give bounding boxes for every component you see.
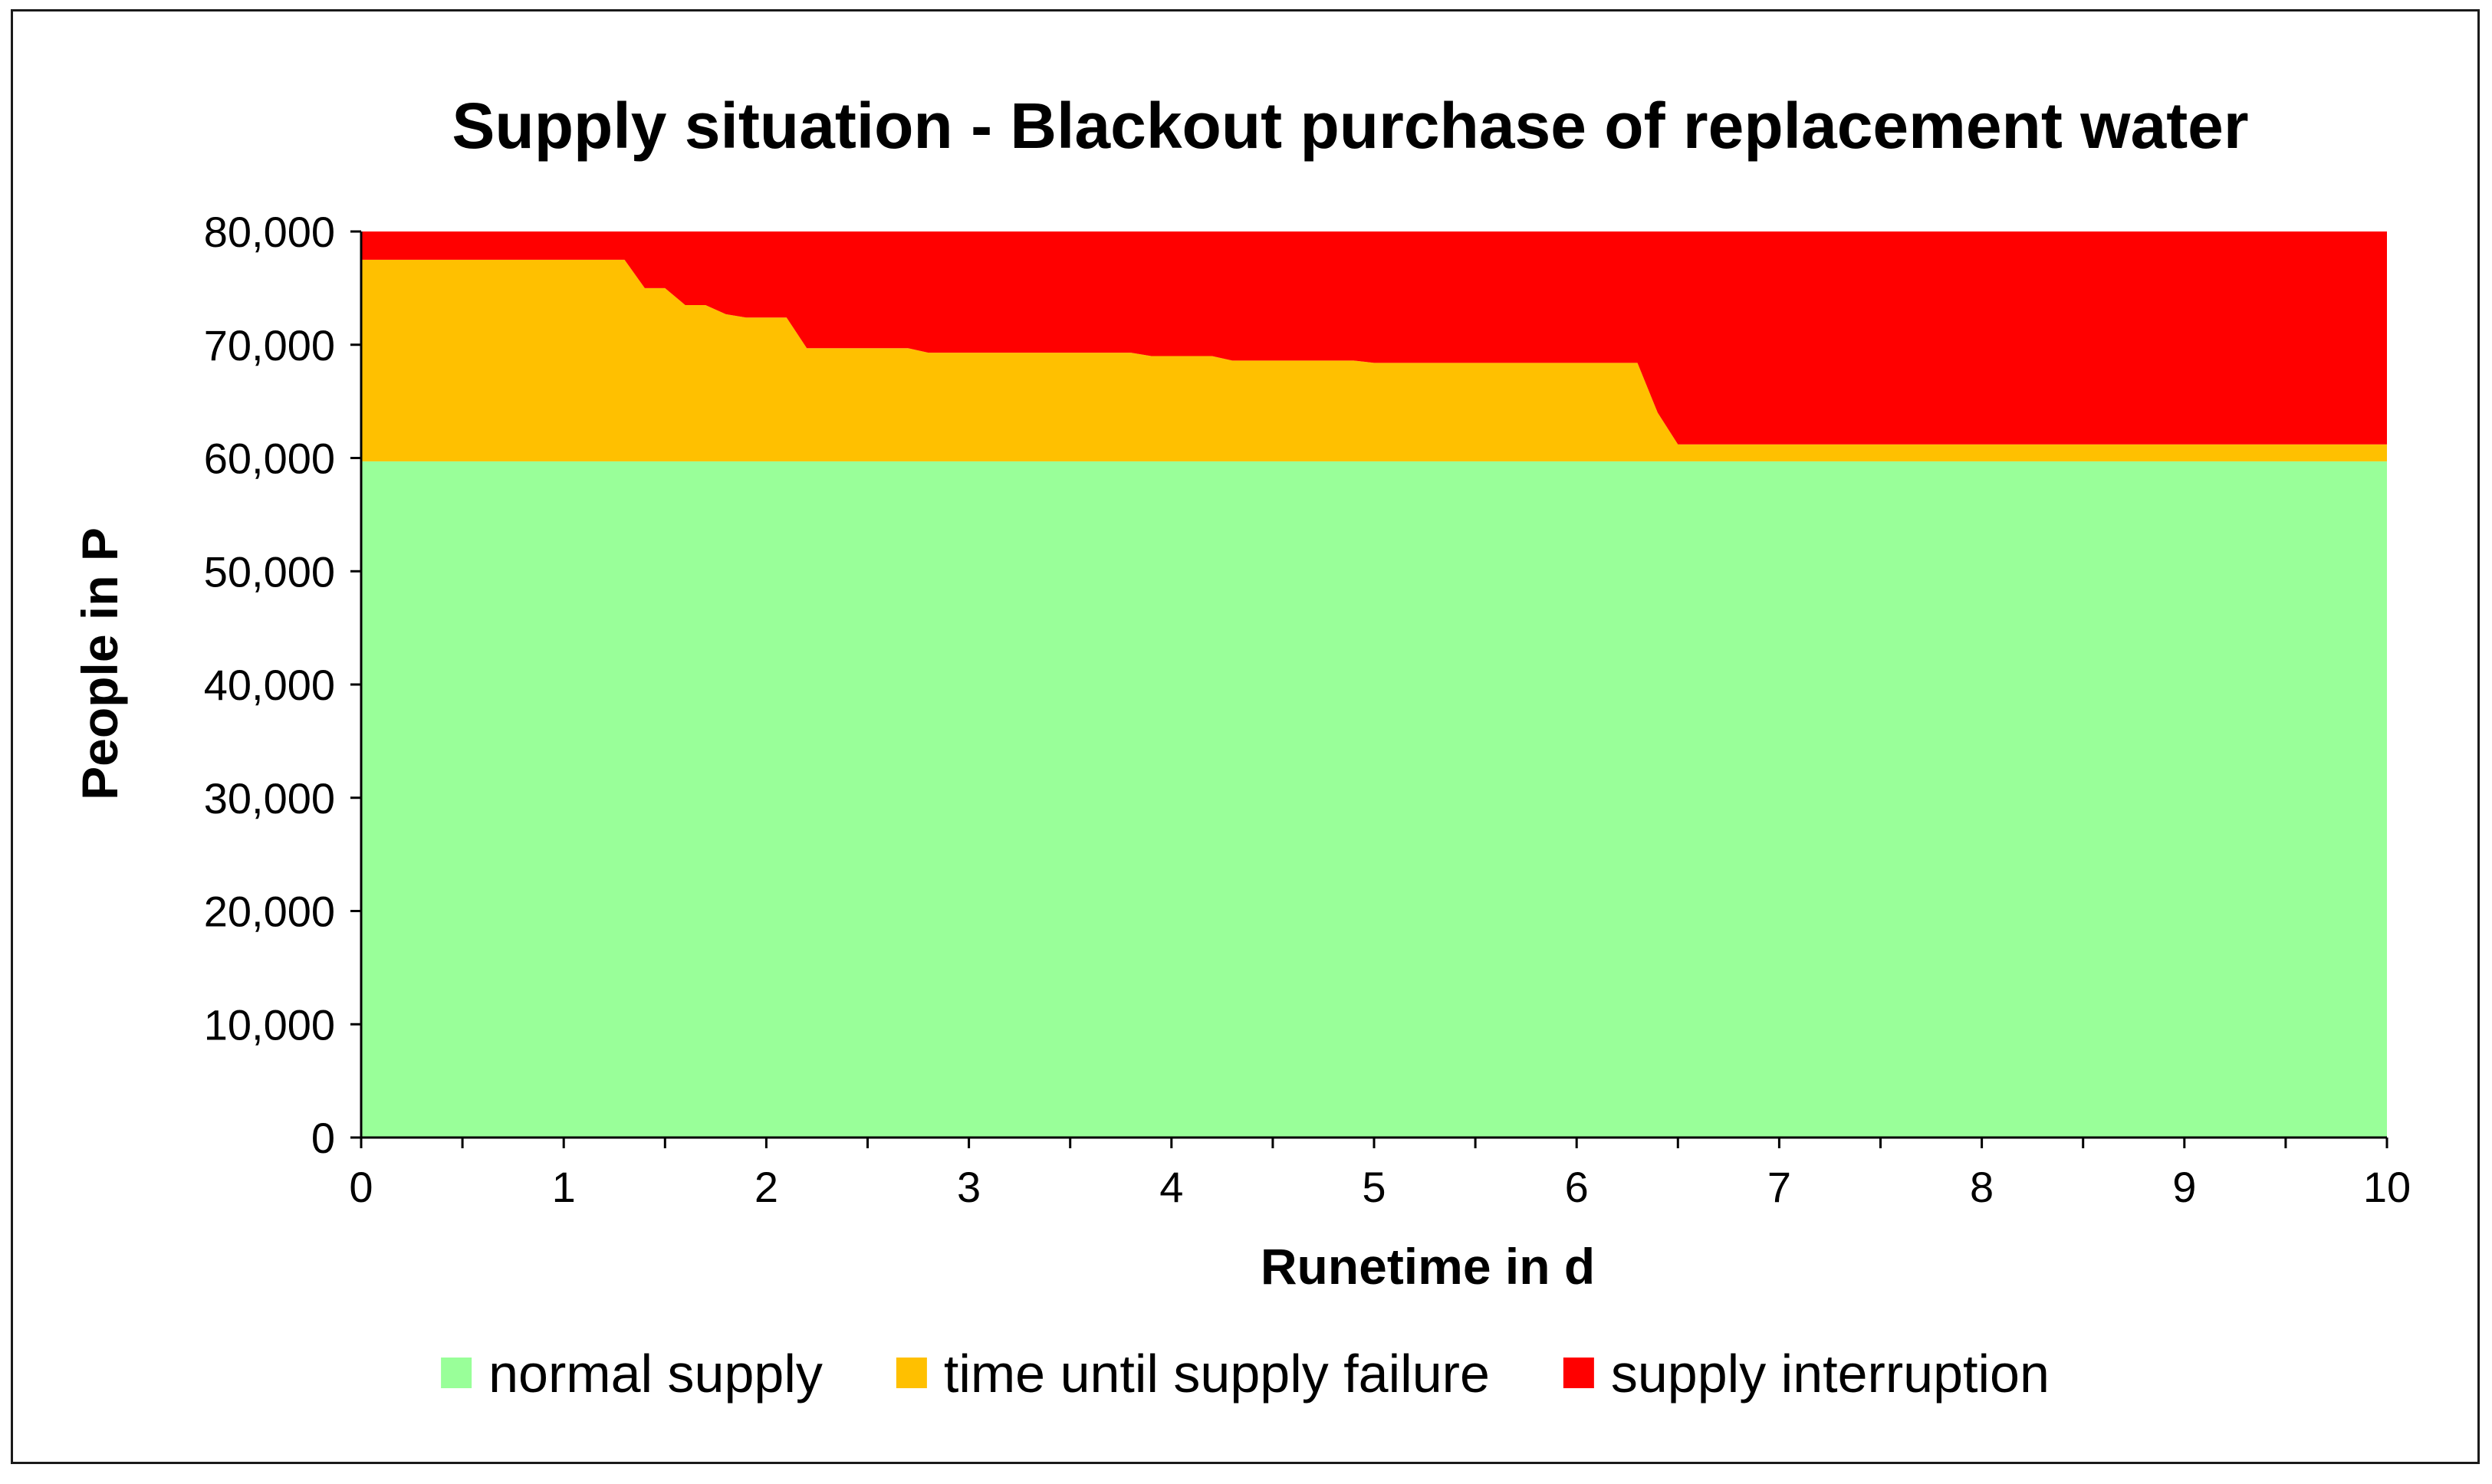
legend-item: normal supply xyxy=(441,1344,823,1404)
area-series-0 xyxy=(361,461,2387,1138)
y-tick-label: 80,000 xyxy=(204,208,335,256)
legend-label: supply interruption xyxy=(1611,1344,2050,1404)
legend-item: supply interruption xyxy=(1563,1344,2050,1404)
area-series-1 xyxy=(361,259,2387,461)
legend-item: time until supply failure xyxy=(896,1344,1490,1404)
x-tick-label: 1 xyxy=(552,1163,576,1211)
legend-label: normal supply xyxy=(488,1344,823,1404)
y-tick-label: 0 xyxy=(311,1114,335,1162)
legend-swatch xyxy=(896,1358,927,1388)
y-tick-label: 70,000 xyxy=(204,321,335,369)
y-tick-label: 50,000 xyxy=(204,547,335,596)
x-tick-label: 7 xyxy=(1767,1163,1791,1211)
y-tick-label: 20,000 xyxy=(204,888,335,936)
x-tick-label: 2 xyxy=(755,1163,778,1211)
y-tick-label: 40,000 xyxy=(204,661,335,709)
legend: normal supply time until supply failure su… xyxy=(441,1344,2050,1404)
chart-title: Supply situation - Blackout purchase of … xyxy=(452,90,2248,162)
y-tick-label: 10,000 xyxy=(204,1000,335,1049)
chart-frame: Supply situation - Blackout purchase of … xyxy=(11,9,2480,1464)
y-tick-label: 60,000 xyxy=(204,435,335,483)
x-tick-label: 5 xyxy=(1362,1163,1386,1211)
chart-svg: Supply situation - Blackout purchase of … xyxy=(71,90,2411,1404)
legend-swatch xyxy=(1563,1358,1594,1388)
x-tick-label: 6 xyxy=(1565,1163,1589,1211)
legend-swatch xyxy=(441,1358,472,1388)
legend-label: time until supply failure xyxy=(944,1344,1490,1404)
x-tick-label: 0 xyxy=(349,1163,373,1211)
y-axis-ticks: 0 10,000 20,000 30,000 40,000 50,000 60,000 70,… xyxy=(204,208,361,1162)
x-axis-ticks: 0 1 2 3 4 5 6 7 8 9 10 xyxy=(349,1138,2411,1211)
x-tick-label: 3 xyxy=(957,1163,981,1211)
x-tick-label: 4 xyxy=(1159,1163,1183,1211)
x-tick-label: 9 xyxy=(2172,1163,2196,1211)
stacked-areas xyxy=(361,231,2387,1138)
area-series-2 xyxy=(361,231,2387,445)
x-axis-label: Runetime in d xyxy=(1261,1238,1595,1295)
x-tick-label: 8 xyxy=(1970,1163,1994,1211)
y-tick-label: 30,000 xyxy=(204,774,335,822)
y-axis-label: People in P xyxy=(71,527,128,800)
x-tick-label: 10 xyxy=(2363,1163,2411,1211)
